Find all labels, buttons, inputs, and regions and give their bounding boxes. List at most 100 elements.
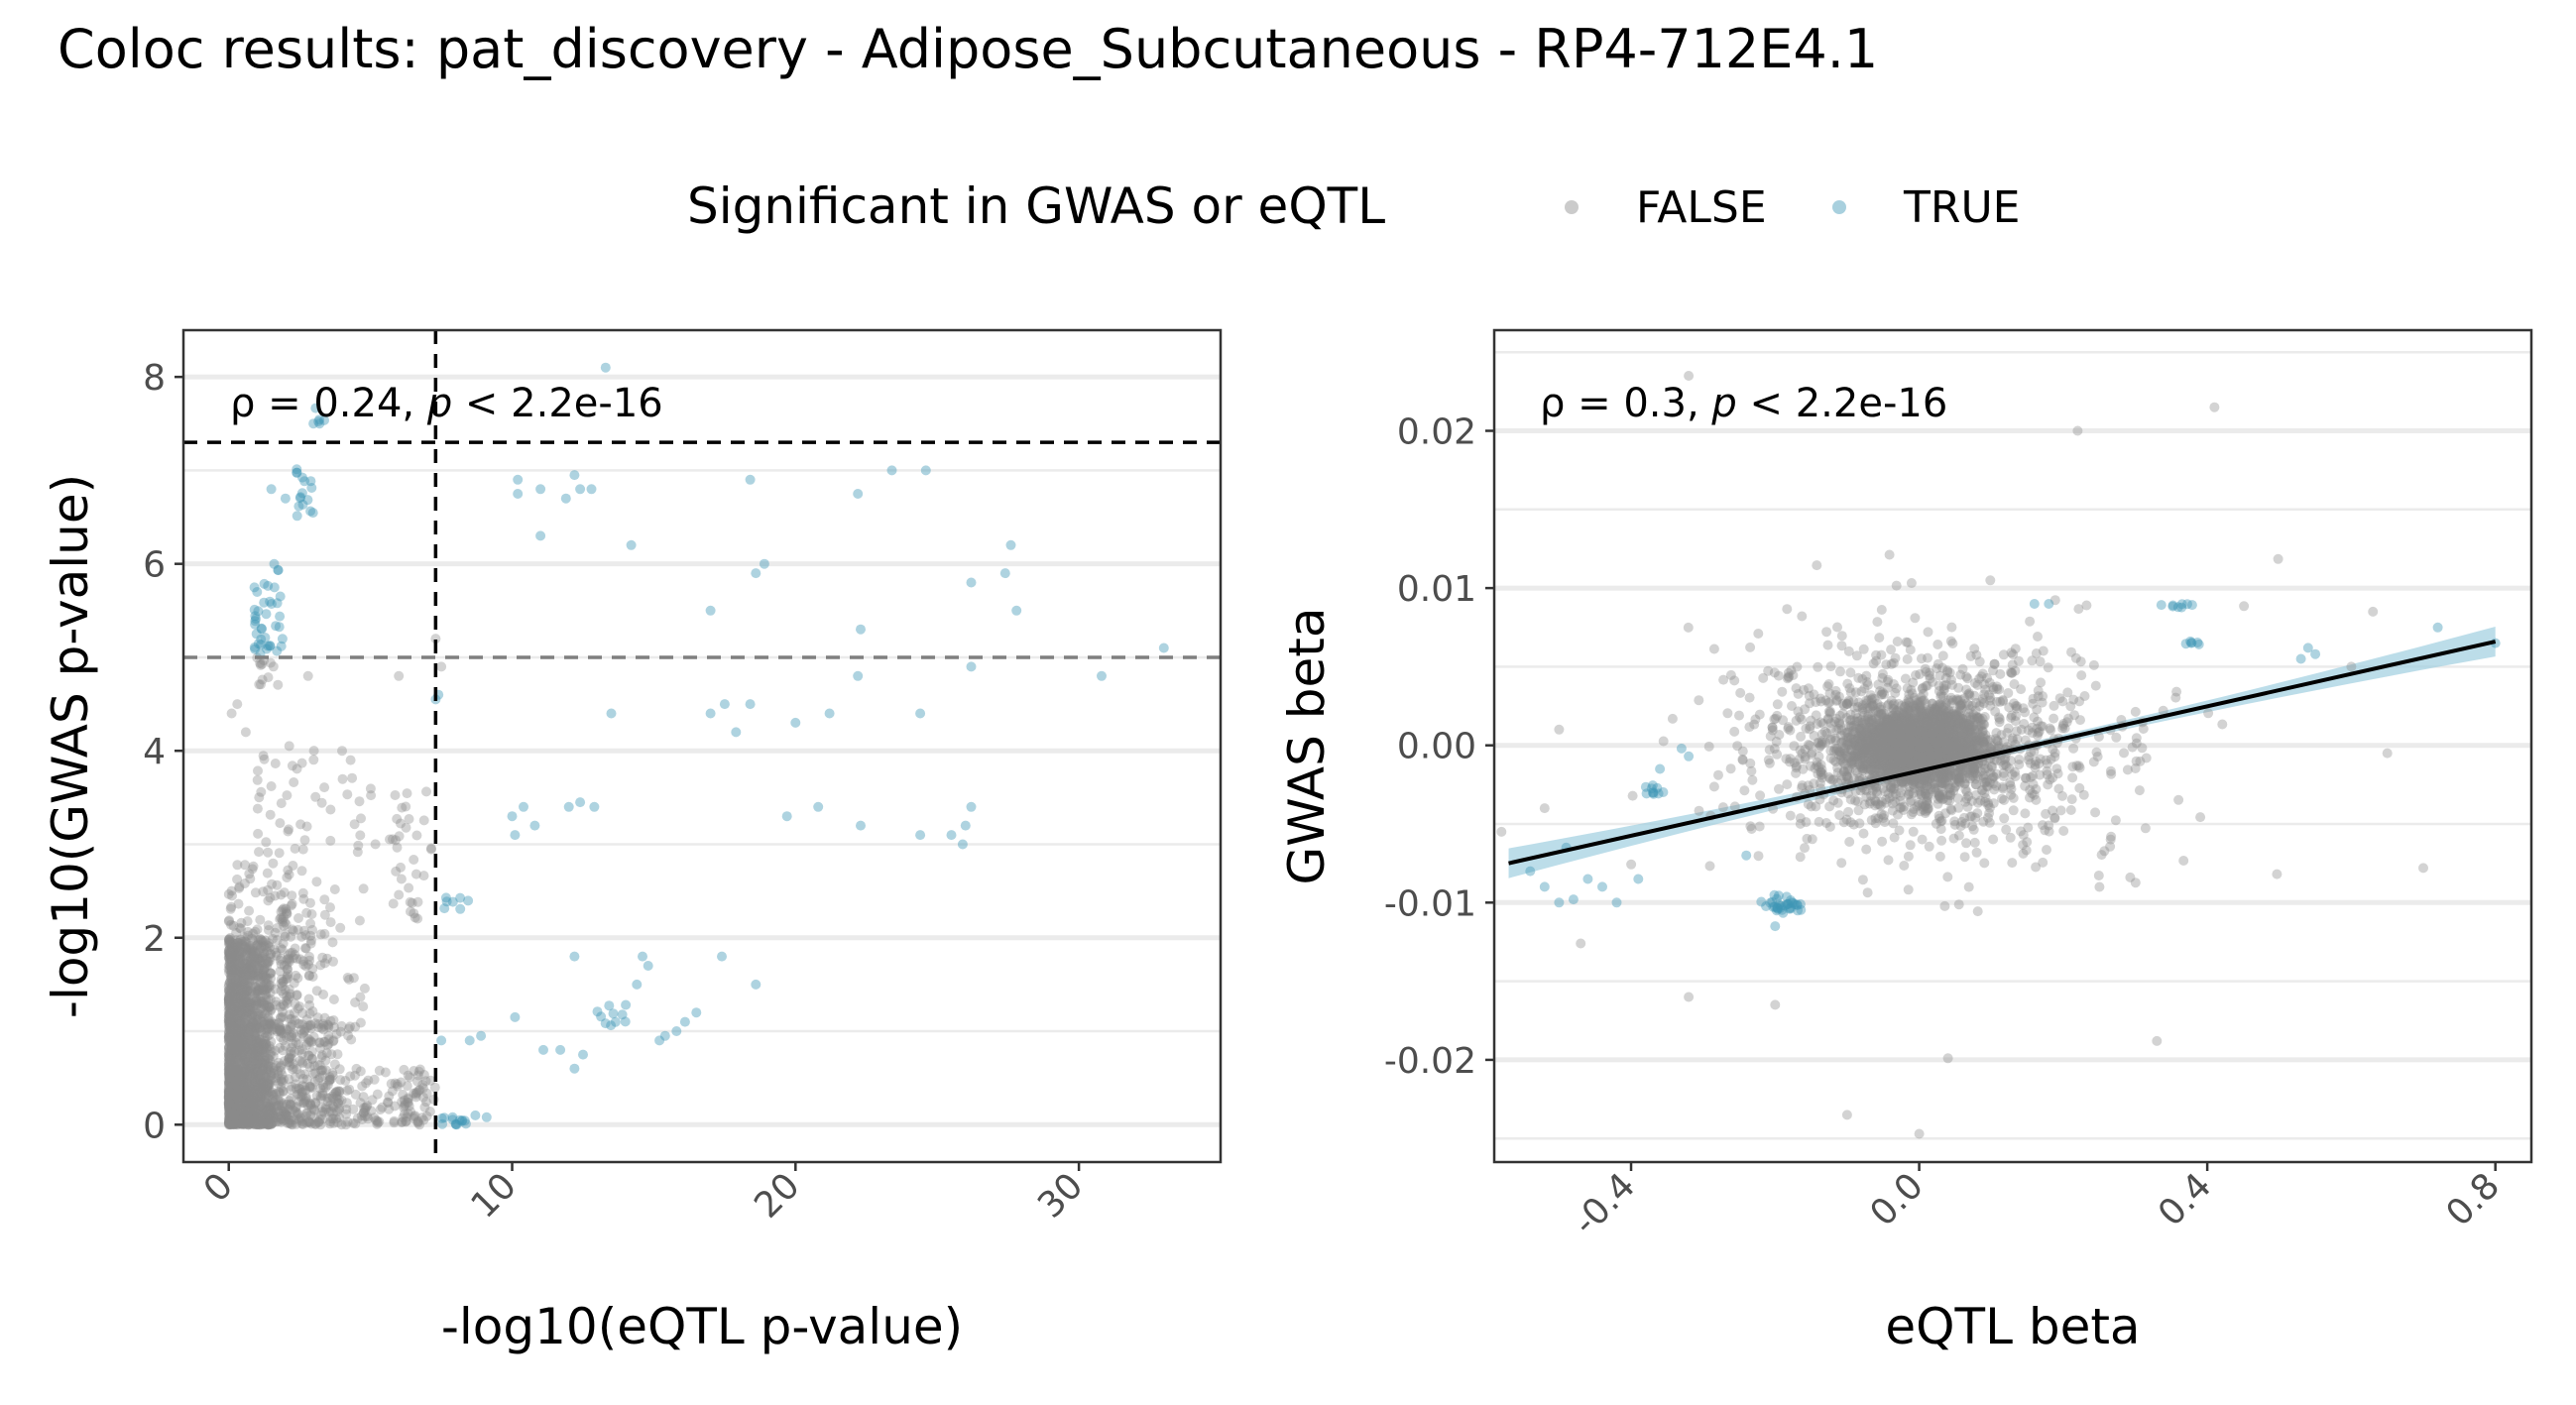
point-false bbox=[255, 944, 265, 955]
point-false bbox=[226, 1067, 237, 1078]
point-false bbox=[318, 990, 329, 999]
point-false bbox=[241, 1008, 252, 1019]
correlation-annotation: ρ = 0.24, p < 2.2e-16 bbox=[230, 381, 663, 426]
point-false bbox=[303, 1050, 313, 1061]
point-false bbox=[265, 809, 276, 820]
point-false bbox=[300, 930, 311, 941]
point-false bbox=[232, 965, 243, 976]
point-false bbox=[224, 1016, 235, 1027]
point-false bbox=[225, 1024, 236, 1035]
point-false bbox=[226, 1078, 237, 1089]
point-false bbox=[353, 840, 364, 851]
point-false bbox=[226, 1118, 237, 1129]
point-true bbox=[920, 465, 931, 476]
point-false bbox=[239, 1119, 249, 1130]
point-false bbox=[393, 1081, 403, 1092]
point-true bbox=[263, 580, 274, 591]
point-false bbox=[242, 1112, 253, 1121]
point-true bbox=[960, 820, 971, 831]
point-false bbox=[258, 1118, 269, 1129]
point-false bbox=[250, 1024, 261, 1035]
point-false bbox=[275, 818, 286, 829]
point-false bbox=[392, 813, 403, 824]
point-true bbox=[824, 708, 835, 719]
point-false bbox=[238, 1071, 249, 1082]
point-false bbox=[232, 1034, 243, 1045]
point-false bbox=[264, 1080, 275, 1091]
point-true bbox=[575, 797, 586, 808]
point-false bbox=[344, 1084, 355, 1095]
point-true bbox=[1011, 605, 1022, 616]
point-false bbox=[234, 1118, 245, 1128]
point-false bbox=[263, 847, 274, 858]
point-false bbox=[223, 1100, 234, 1111]
point-true bbox=[966, 801, 977, 812]
point-true bbox=[781, 811, 792, 822]
point-false bbox=[239, 1029, 250, 1039]
point-false bbox=[284, 741, 294, 752]
point-false bbox=[229, 1059, 240, 1070]
point-false bbox=[264, 1001, 275, 1012]
annotation-p: p bbox=[426, 381, 452, 426]
point-false bbox=[224, 1098, 235, 1109]
point-false bbox=[244, 1020, 254, 1031]
point-false bbox=[275, 966, 286, 977]
point-true bbox=[266, 599, 277, 609]
point-true bbox=[751, 568, 761, 579]
point-false bbox=[232, 937, 243, 948]
point-false bbox=[355, 992, 366, 1002]
point-false bbox=[252, 1022, 263, 1033]
point-false bbox=[263, 1061, 274, 1071]
point-false bbox=[242, 998, 253, 1009]
point-false bbox=[257, 1118, 268, 1129]
point-false bbox=[250, 887, 261, 898]
point-false bbox=[244, 1094, 255, 1105]
point-false bbox=[247, 1028, 258, 1039]
point-false bbox=[293, 1113, 304, 1124]
point-false bbox=[239, 1043, 250, 1054]
point-false bbox=[238, 1041, 249, 1052]
point-false bbox=[251, 970, 262, 981]
point-false bbox=[224, 1112, 235, 1123]
point-false bbox=[270, 759, 281, 768]
point-false bbox=[355, 1017, 366, 1028]
point-false bbox=[273, 679, 284, 690]
point-true bbox=[470, 1110, 481, 1120]
point-false bbox=[242, 1112, 253, 1122]
point-false bbox=[238, 989, 249, 998]
point-false bbox=[223, 1087, 234, 1098]
x-tick-label: 30 bbox=[1030, 1165, 1091, 1226]
point-false bbox=[233, 1025, 244, 1036]
point-true bbox=[717, 951, 727, 962]
point-false bbox=[263, 1110, 274, 1120]
point-false bbox=[242, 982, 253, 992]
point-false bbox=[240, 948, 250, 959]
point-false bbox=[226, 988, 237, 998]
point-false bbox=[223, 934, 234, 945]
point-true bbox=[751, 979, 761, 990]
point-false bbox=[342, 789, 353, 800]
point-false bbox=[225, 1091, 236, 1102]
point-false bbox=[230, 1091, 241, 1102]
point-false bbox=[315, 929, 326, 940]
point-false bbox=[266, 968, 277, 979]
point-false bbox=[237, 1111, 247, 1121]
point-false bbox=[223, 994, 234, 1004]
point-false bbox=[312, 1012, 323, 1023]
point-false bbox=[418, 871, 429, 881]
point-false bbox=[247, 1033, 258, 1043]
point-true bbox=[679, 1016, 690, 1027]
point-false bbox=[241, 1097, 252, 1108]
point-false bbox=[225, 958, 236, 968]
point-false bbox=[239, 1092, 250, 1103]
point-false bbox=[284, 824, 294, 835]
point-false bbox=[258, 1062, 269, 1073]
point-false bbox=[262, 1084, 272, 1095]
point-false bbox=[402, 788, 412, 799]
point-false bbox=[248, 861, 259, 872]
point-false bbox=[262, 868, 273, 878]
point-false bbox=[401, 822, 411, 833]
point-false bbox=[232, 1025, 243, 1036]
point-true bbox=[307, 508, 318, 519]
point-false bbox=[414, 1085, 425, 1096]
